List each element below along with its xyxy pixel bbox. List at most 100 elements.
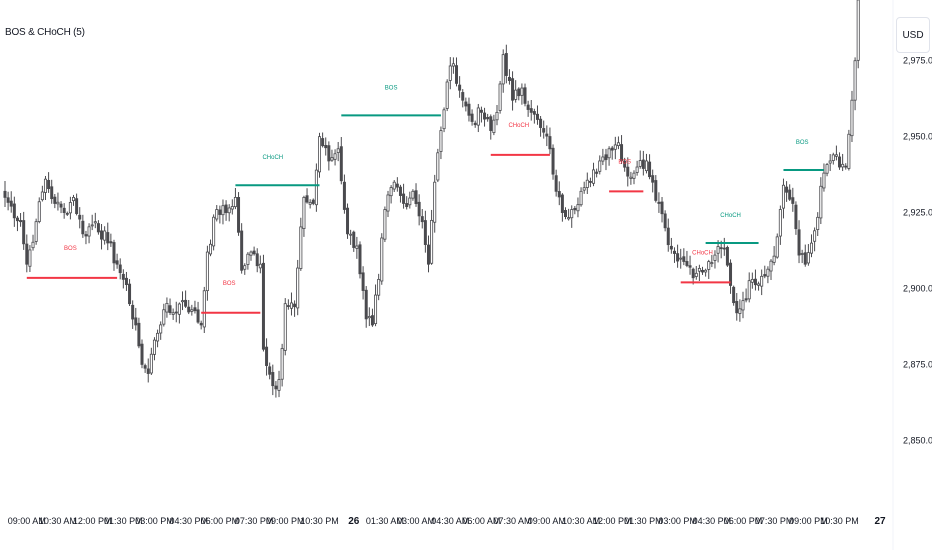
bearish-candle: [604, 154, 608, 161]
bullish-candle: [778, 209, 782, 237]
bullish-candle: [694, 272, 698, 277]
bearish-candle: [265, 346, 269, 366]
bearish-candle: [261, 262, 265, 350]
bullish-candle: [283, 303, 287, 351]
time-tick-label: 09:00 AM: [528, 516, 566, 526]
bearish-candle: [504, 53, 508, 76]
bearish-candle: [240, 230, 244, 271]
bullish-candle: [56, 201, 60, 205]
bearish-candle: [529, 108, 533, 113]
bearish-candle: [458, 84, 462, 91]
bearish-candle: [753, 278, 757, 286]
price-tick-label: 2,875.00: [903, 359, 932, 369]
bearish-candle: [268, 366, 272, 375]
bullish-candle: [230, 206, 234, 210]
bullish-candle: [177, 303, 181, 315]
bullish-candle: [162, 309, 166, 325]
choch-label: CHoCH: [262, 155, 283, 161]
bearish-candle: [803, 252, 807, 265]
bearish-candle: [59, 203, 63, 208]
bearish-candle: [620, 144, 624, 161]
bullish-candle: [249, 251, 253, 256]
bullish-candle: [579, 190, 583, 206]
bullish-candle: [93, 221, 97, 224]
bullish-candle: [152, 339, 156, 355]
bullish-candle: [834, 154, 838, 157]
bullish-candle: [800, 253, 804, 255]
bullish-candle: [90, 224, 94, 227]
bullish-candle: [629, 176, 633, 179]
bullish-candle: [411, 190, 415, 199]
bullish-candle: [280, 348, 284, 380]
bearish-candle: [691, 268, 695, 279]
bearish-candle: [473, 122, 477, 126]
bullish-candle: [302, 196, 306, 229]
time-tick-label: 04:30 AM: [431, 516, 469, 526]
time-tick-label: 03:00 PM: [658, 516, 697, 526]
bullish-candle: [616, 142, 620, 147]
bullish-candle: [806, 252, 810, 264]
bearish-candle: [22, 220, 26, 245]
bearish-candle: [523, 87, 527, 104]
time-tick-label: 07:30 PM: [235, 516, 274, 526]
bearish-candle: [669, 245, 673, 250]
price-axis[interactable]: 2,850.00 2,875.00 2,900.00 2,925.00 2,950.00…: [903, 56, 932, 446]
bearish-candle: [405, 203, 409, 208]
bearish-candle: [517, 88, 521, 97]
bearish-candle: [676, 253, 680, 262]
currency-selector[interactable]: USD: [896, 17, 930, 53]
bullish-candle: [831, 154, 835, 161]
bearish-candle: [461, 92, 465, 101]
bullish-candle: [850, 99, 854, 137]
bullish-candle: [289, 302, 293, 309]
bullish-candle: [570, 209, 574, 219]
bullish-candle: [576, 204, 580, 212]
bullish-candle: [501, 54, 505, 85]
bearish-candle: [535, 113, 539, 120]
bearish-candle: [199, 322, 203, 326]
bearish-candle: [545, 133, 549, 137]
time-tick-label: 10:30 PM: [300, 516, 339, 526]
bullish-candle: [816, 216, 820, 230]
bullish-candle: [853, 60, 857, 101]
bullish-candle: [156, 332, 160, 342]
bullish-candle: [638, 160, 642, 167]
bullish-candle: [31, 241, 35, 249]
bearish-candle: [143, 365, 147, 369]
bullish-candle: [392, 181, 396, 190]
time-tick-label: 10:30 AM: [39, 516, 77, 526]
bullish-candle: [819, 185, 823, 219]
bearish-candle: [311, 199, 315, 204]
bos-label: BOS: [796, 140, 809, 146]
bullish-candle: [171, 312, 175, 315]
bullish-candle: [68, 202, 72, 214]
bullish-candle: [520, 87, 524, 96]
bearish-candle: [252, 250, 256, 255]
bullish-candle: [103, 230, 107, 241]
bullish-candle: [635, 166, 639, 173]
bearish-candle: [6, 197, 10, 203]
bullish-candle: [34, 221, 38, 242]
bullish-candle: [377, 278, 381, 296]
bearish-candle: [794, 204, 798, 230]
bearish-candle: [623, 160, 627, 168]
time-tick-label: 09:00 AM: [8, 516, 46, 526]
bearish-candle: [838, 156, 842, 168]
bullish-candle: [679, 257, 683, 260]
bearish-candle: [489, 116, 493, 131]
bearish-candle: [532, 111, 536, 115]
indicator-title[interactable]: BOS & CHoCH (5): [5, 27, 85, 38]
time-tick-label: 10:30 PM: [820, 516, 859, 526]
bullish-candle: [775, 236, 779, 258]
bullish-candle: [613, 144, 617, 150]
bullish-candle: [28, 249, 32, 267]
bullish-candle: [159, 324, 163, 334]
bearish-candle: [539, 118, 543, 128]
bullish-candle: [492, 119, 496, 133]
bearish-candle: [685, 261, 689, 266]
time-tick-label: 01:30 PM: [624, 516, 663, 526]
bullish-candle: [296, 267, 300, 309]
bearish-candle: [402, 193, 406, 204]
